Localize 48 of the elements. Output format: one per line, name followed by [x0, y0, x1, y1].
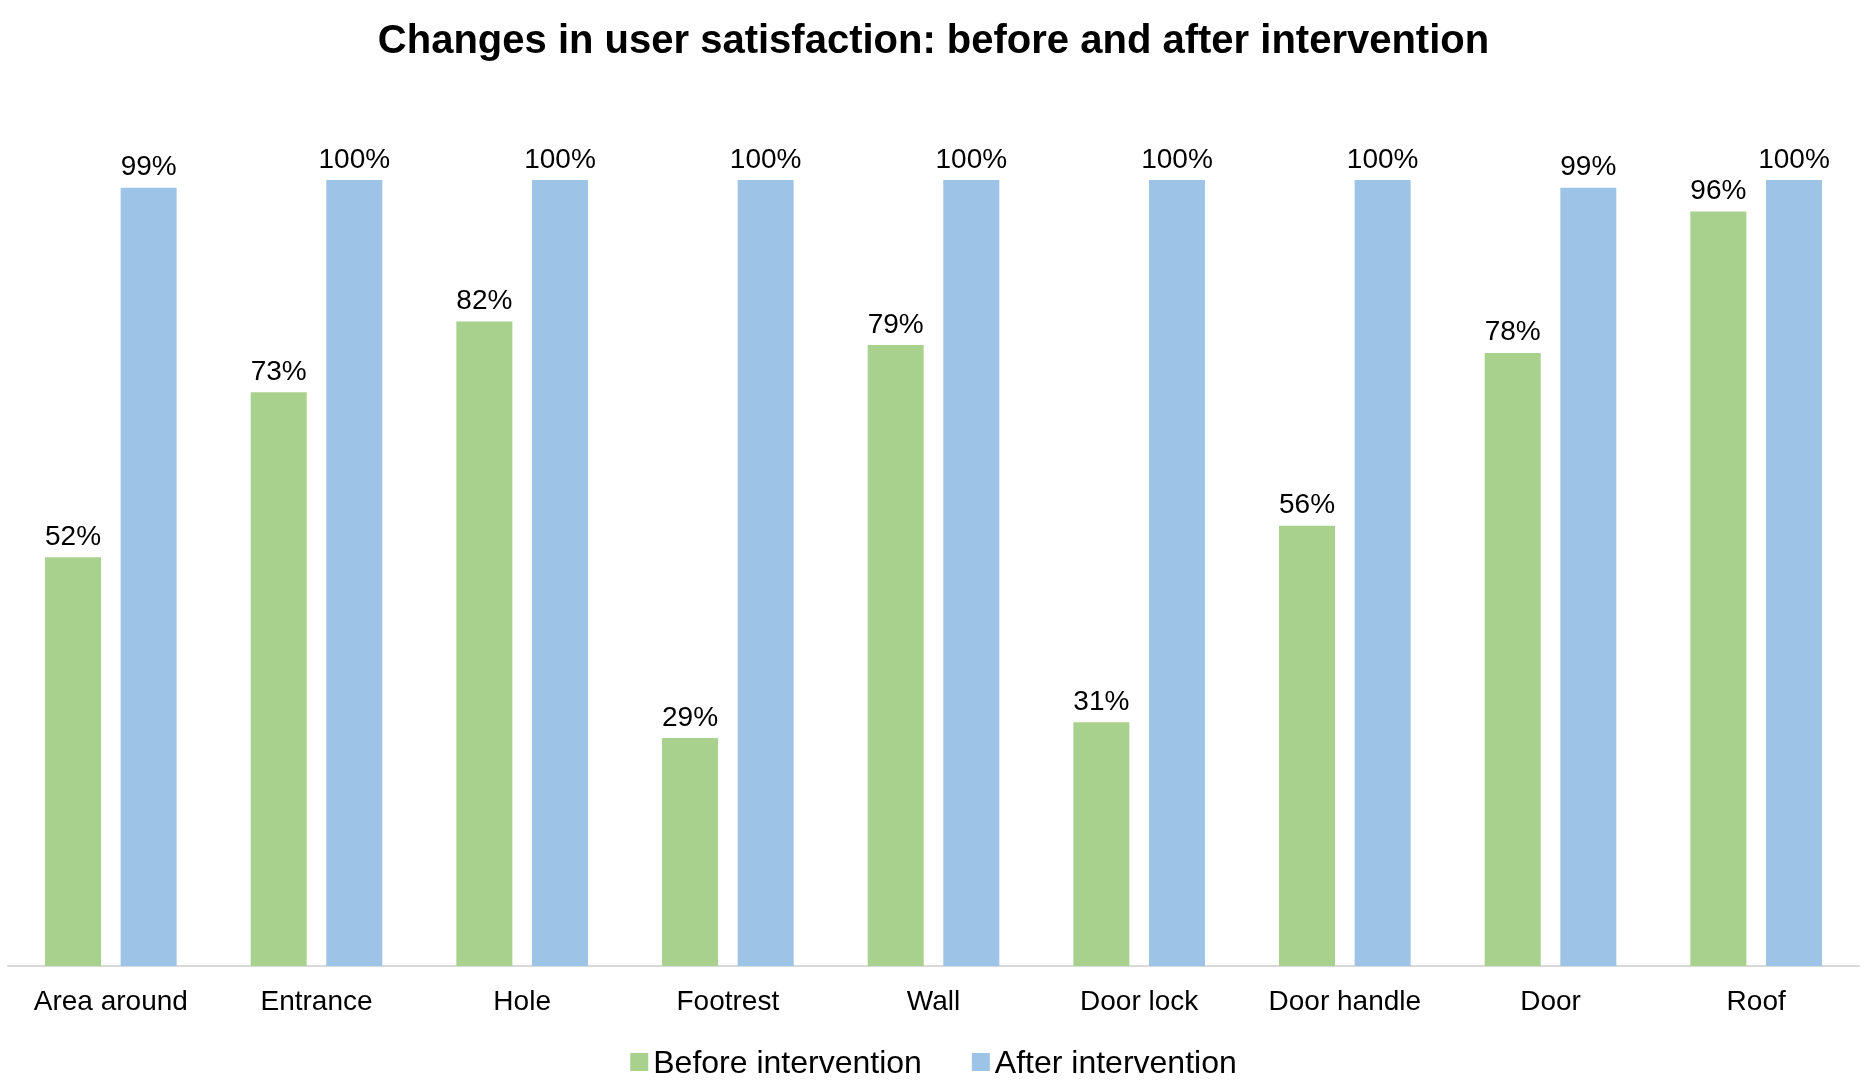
data-label: 100%	[1346, 142, 1419, 174]
bar	[250, 392, 307, 966]
legend-label: After intervention	[994, 1044, 1237, 1080]
bar	[1560, 187, 1617, 966]
data-label: 31%	[1073, 684, 1130, 716]
bar	[1073, 722, 1130, 966]
bar	[662, 738, 719, 966]
data-label: 100%	[1758, 142, 1830, 174]
bar	[326, 180, 383, 966]
data-label: 99%	[120, 150, 177, 182]
x-tick-label: Roof	[1726, 984, 1786, 1016]
data-label: 100%	[935, 142, 1008, 174]
data-label: 96%	[1690, 173, 1747, 205]
data-label: 79%	[867, 307, 924, 339]
data-label: 100%	[1141, 142, 1213, 174]
bar	[120, 187, 177, 966]
data-label: 100%	[524, 142, 596, 174]
bar	[737, 180, 794, 966]
data-label: 82%	[456, 283, 513, 315]
x-tick-label: Door	[1520, 984, 1581, 1016]
data-label: 78%	[1484, 315, 1541, 347]
x-tick-label: Door handle	[1268, 984, 1422, 1016]
data-label: 52%	[45, 519, 102, 551]
x-tick-label: Area around	[33, 984, 188, 1016]
bar	[456, 321, 513, 966]
bar	[1765, 180, 1822, 966]
bar	[943, 180, 1000, 966]
chart-title: Changes in user satisfaction: before and after intervention	[377, 17, 1490, 61]
bar	[867, 345, 924, 966]
bar	[1354, 180, 1411, 966]
data-label: 56%	[1279, 488, 1336, 520]
bar	[45, 557, 102, 966]
x-tick-label: Footrest	[676, 984, 780, 1016]
x-tick-label: Entrance	[260, 984, 373, 1016]
x-tick-label: Wall	[906, 984, 961, 1016]
bar	[1279, 525, 1336, 966]
x-tick-label: Hole	[493, 984, 551, 1016]
bar	[1148, 180, 1205, 966]
x-tick-label: Door lock	[1080, 984, 1200, 1016]
bar	[1690, 211, 1747, 966]
legend-label: Before intervention	[653, 1044, 922, 1080]
data-label: 100%	[729, 142, 802, 174]
data-label: 73%	[250, 354, 307, 386]
data-label: 100%	[318, 142, 391, 174]
bar	[1484, 352, 1541, 966]
data-label: 99%	[1560, 150, 1617, 182]
data-label: 29%	[662, 700, 719, 732]
bar	[531, 180, 588, 966]
